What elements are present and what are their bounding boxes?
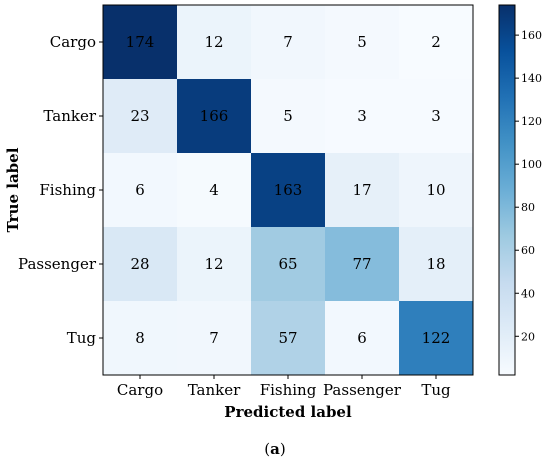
heatmap-cell xyxy=(103,301,177,375)
heatmap-cell xyxy=(325,227,399,301)
heatmap-cells: 174 12 7 5 2 23 166 5 3 3 6 4 163 17 10 28 12 65 77 18 8 7 57 6… xyxy=(103,5,473,375)
heatmap-cell xyxy=(251,79,325,153)
heatmap-cell xyxy=(103,5,177,79)
heatmap-cell xyxy=(325,5,399,79)
heatmap-cell xyxy=(177,5,251,79)
confusion-matrix-chart: 174 12 7 5 2 23 166 5 3 3 6 4 163 17 10 28 12 65 77 18 8 7 57 6… xyxy=(4,4,542,421)
heatmap-cell xyxy=(399,153,473,227)
heatmap-cell xyxy=(177,227,251,301)
cell-value-label: 5 xyxy=(283,107,293,125)
colorbar-tick-label: 120 xyxy=(521,115,542,128)
cell-value-label: 28 xyxy=(130,255,149,273)
cell-value-label: 6 xyxy=(357,329,367,347)
heatmap-cell xyxy=(399,301,473,375)
x-tick-label: Tug xyxy=(421,381,451,399)
figure-caption: (a) xyxy=(0,440,550,458)
cell-value-label: 122 xyxy=(422,329,451,347)
heatmap-cell xyxy=(103,153,177,227)
colorbar-tick-label: 160 xyxy=(521,29,542,42)
cell-value-label: 12 xyxy=(204,33,223,51)
x-axis-label: Predicted label xyxy=(224,403,352,421)
y-tick-label: Fishing xyxy=(39,181,96,199)
heatmap-cell xyxy=(103,79,177,153)
heatmap-cell xyxy=(251,153,325,227)
x-axis-ticks: Cargo Tanker Fishing Passenger Tug xyxy=(117,375,451,399)
colorbar-tick-label: 20 xyxy=(521,330,535,343)
cell-value-label: 57 xyxy=(278,329,297,347)
colorbar-tick-label: 80 xyxy=(521,201,535,214)
colorbar-ticks: 20 40 60 80 100 120 140 160 xyxy=(515,29,542,343)
colorbar-tick-label: 100 xyxy=(521,158,542,171)
heatmap-cell xyxy=(251,301,325,375)
caption-close-paren: ) xyxy=(279,440,286,458)
y-tick-label: Tanker xyxy=(43,107,96,125)
cell-value-label: 2 xyxy=(431,33,441,51)
cell-value-label: 166 xyxy=(200,107,229,125)
cell-value-label: 4 xyxy=(209,181,219,199)
heatmap-cell xyxy=(177,301,251,375)
y-tick-label: Passenger xyxy=(18,255,97,273)
heatmap-cell xyxy=(251,5,325,79)
cell-value-label: 7 xyxy=(209,329,219,347)
cell-value-label: 174 xyxy=(126,33,155,51)
cell-value-label: 6 xyxy=(135,181,145,199)
heatmap-cell xyxy=(399,227,473,301)
cell-value-label: 12 xyxy=(204,255,223,273)
cell-value-label: 17 xyxy=(352,181,371,199)
colorbar-tick-label: 140 xyxy=(521,72,542,85)
cell-value-label: 7 xyxy=(283,33,293,51)
cell-value-label: 5 xyxy=(357,33,367,51)
heatmap-cell xyxy=(103,227,177,301)
y-axis-ticks: Cargo Tanker Fishing Passenger Tug xyxy=(18,33,103,347)
x-tick-label: Cargo xyxy=(117,381,163,399)
cell-value-label: 8 xyxy=(135,329,145,347)
cell-value-label: 77 xyxy=(352,255,371,273)
caption-label: a xyxy=(270,440,280,458)
colorbar-tick-label: 40 xyxy=(521,287,535,300)
cell-value-label: 18 xyxy=(426,255,445,273)
cell-value-label: 23 xyxy=(130,107,149,125)
colorbar-tick-label: 60 xyxy=(521,244,535,257)
x-tick-label: Fishing xyxy=(260,381,317,399)
y-axis-label: True label xyxy=(4,147,22,232)
x-tick-label: Tanker xyxy=(188,381,241,399)
heatmap-cell xyxy=(177,153,251,227)
heatmap-cell xyxy=(325,301,399,375)
heatmap-cell xyxy=(325,153,399,227)
caption-open-paren: ( xyxy=(264,440,271,458)
heatmap-cell xyxy=(399,5,473,79)
y-tick-label: Tug xyxy=(67,329,97,347)
heatmap-cell xyxy=(251,227,325,301)
cell-value-label: 3 xyxy=(431,107,441,125)
y-tick-label: Cargo xyxy=(50,33,96,51)
cell-value-label: 65 xyxy=(278,255,297,273)
heatmap-cell xyxy=(325,79,399,153)
cell-value-label: 10 xyxy=(426,181,445,199)
x-tick-label: Passenger xyxy=(323,381,402,399)
cell-value-label: 163 xyxy=(274,181,303,199)
colorbar xyxy=(498,4,516,376)
heatmap-cell xyxy=(399,79,473,153)
cell-value-label: 3 xyxy=(357,107,367,125)
heatmap-cell xyxy=(177,79,251,153)
